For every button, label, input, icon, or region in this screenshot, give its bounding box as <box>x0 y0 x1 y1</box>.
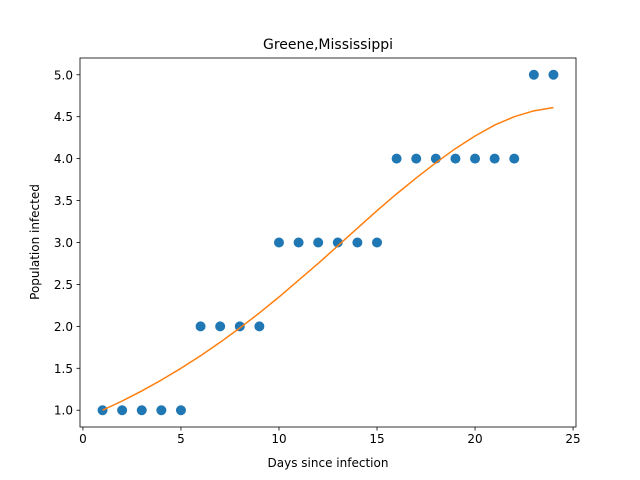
x-tick-label: 0 <box>79 432 87 446</box>
data-point <box>254 321 265 332</box>
y-tick-label: 1.5 <box>54 362 73 376</box>
data-point <box>528 69 539 80</box>
x-axis-label: Days since infection <box>268 456 389 470</box>
data-point <box>117 405 128 416</box>
data-point <box>411 153 422 164</box>
data-point <box>548 69 559 80</box>
x-tick-label: 10 <box>271 432 286 446</box>
data-point <box>509 153 520 164</box>
data-point <box>156 405 167 416</box>
fit-line <box>102 106 554 411</box>
y-tick-label: 1.0 <box>54 404 73 418</box>
data-point <box>215 321 226 332</box>
data-point <box>352 237 363 248</box>
y-tick-label: 4.0 <box>54 152 73 166</box>
data-point <box>175 405 186 416</box>
data-point <box>332 237 343 248</box>
data-point <box>234 321 245 332</box>
y-tick-label: 5.0 <box>54 68 73 82</box>
x-axis: 0 5 10 15 20 25 <box>79 427 581 446</box>
data-point <box>391 153 402 164</box>
y-axis: 1.0 1.5 2.0 2.5 3.0 3.5 4.0 4.5 5.0 <box>54 68 80 418</box>
data-point <box>450 153 461 164</box>
data-point <box>489 153 500 164</box>
data-point <box>293 237 304 248</box>
data-point <box>372 237 383 248</box>
x-tick-label: 25 <box>565 432 580 446</box>
data-point <box>313 237 324 248</box>
y-tick-label: 2.5 <box>54 278 73 292</box>
y-tick-label: 2.0 <box>54 320 73 334</box>
chart-title: Greene,Mississippi <box>263 37 393 53</box>
plot-area <box>97 69 559 416</box>
data-point <box>97 405 108 416</box>
y-axis-label: Population infected <box>28 184 42 300</box>
scatter-series <box>97 69 559 416</box>
data-point <box>470 153 481 164</box>
x-tick-label: 20 <box>467 432 482 446</box>
data-point <box>195 321 206 332</box>
data-point <box>136 405 147 416</box>
x-tick-label: 15 <box>369 432 384 446</box>
x-tick-label: 5 <box>177 432 185 446</box>
y-tick-label: 4.5 <box>54 110 73 124</box>
y-tick-label: 3.5 <box>54 194 73 208</box>
data-point <box>273 237 284 248</box>
y-tick-label: 3.0 <box>54 236 73 250</box>
